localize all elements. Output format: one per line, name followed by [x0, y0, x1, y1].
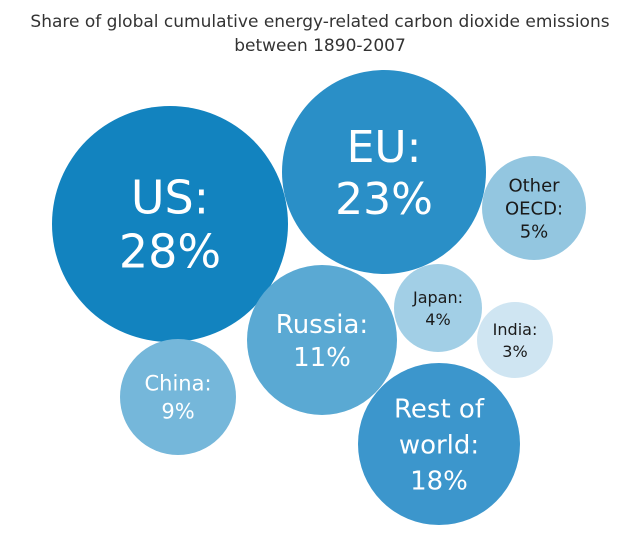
bubble-label-russia-line-1: Russia: [276, 310, 368, 340]
bubble-label-rest-of-world-line-3: 18% [410, 466, 468, 496]
chart-title-line-1: Share of global cumulative energy-relate… [30, 12, 610, 32]
bubble-label-russia-line-2: 11% [293, 343, 351, 373]
bubble-circle-rest-of-world [358, 363, 520, 525]
bubble-circle-russia [247, 265, 397, 415]
bubble-circle-china [120, 339, 236, 455]
bubble-label-rest-of-world-line-1: Rest of [394, 394, 485, 424]
bubble-circle-eu [282, 70, 486, 274]
bubble-india: India: 3% [477, 302, 553, 378]
bubble-russia: Russia:11% [247, 265, 397, 415]
bubble-label-japan-line-2: 4% [425, 310, 450, 329]
bubble-label-india-line-2: 3% [502, 342, 527, 361]
bubble-china: China: 9% [120, 339, 236, 455]
bubble-rest-of-world: Rest of world: 18% [358, 363, 520, 525]
bubble-japan: Japan: 4% [394, 264, 482, 352]
bubble-label-us-line-2: 28% [119, 225, 221, 279]
bubble-label-us-line-1: US: [131, 171, 209, 225]
bubble-label-china-line-2: 9% [161, 400, 194, 424]
bubble-us: US:28% [52, 106, 288, 342]
chart-title-line-2: between 1890-2007 [234, 36, 406, 56]
bubble-circle-japan [394, 264, 482, 352]
chart-title: Share of global cumulative energy-relate… [0, 10, 640, 58]
bubble-circle-other-oecd [482, 156, 586, 260]
bubble-label-india-line-1: India: [493, 320, 538, 339]
bubble-label-other-oecd-line-3: 5% [520, 221, 549, 242]
bubble-label-japan-line-1: Japan: [412, 288, 463, 307]
bubble-circle-us [52, 106, 288, 342]
bubble-label-other-oecd-line-1: Other [508, 175, 560, 196]
bubble-label-eu-line-1: EU: [347, 122, 422, 173]
bubble-label-rest-of-world-line-2: world: [399, 430, 479, 460]
bubble-label-other-oecd-line-2: OECD: [505, 198, 563, 219]
bubble-label-china-line-1: China: [144, 372, 211, 396]
bubble-eu: EU:23% [282, 70, 486, 274]
bubble-circle-india [477, 302, 553, 378]
bubble-label-eu-line-2: 23% [335, 174, 433, 225]
